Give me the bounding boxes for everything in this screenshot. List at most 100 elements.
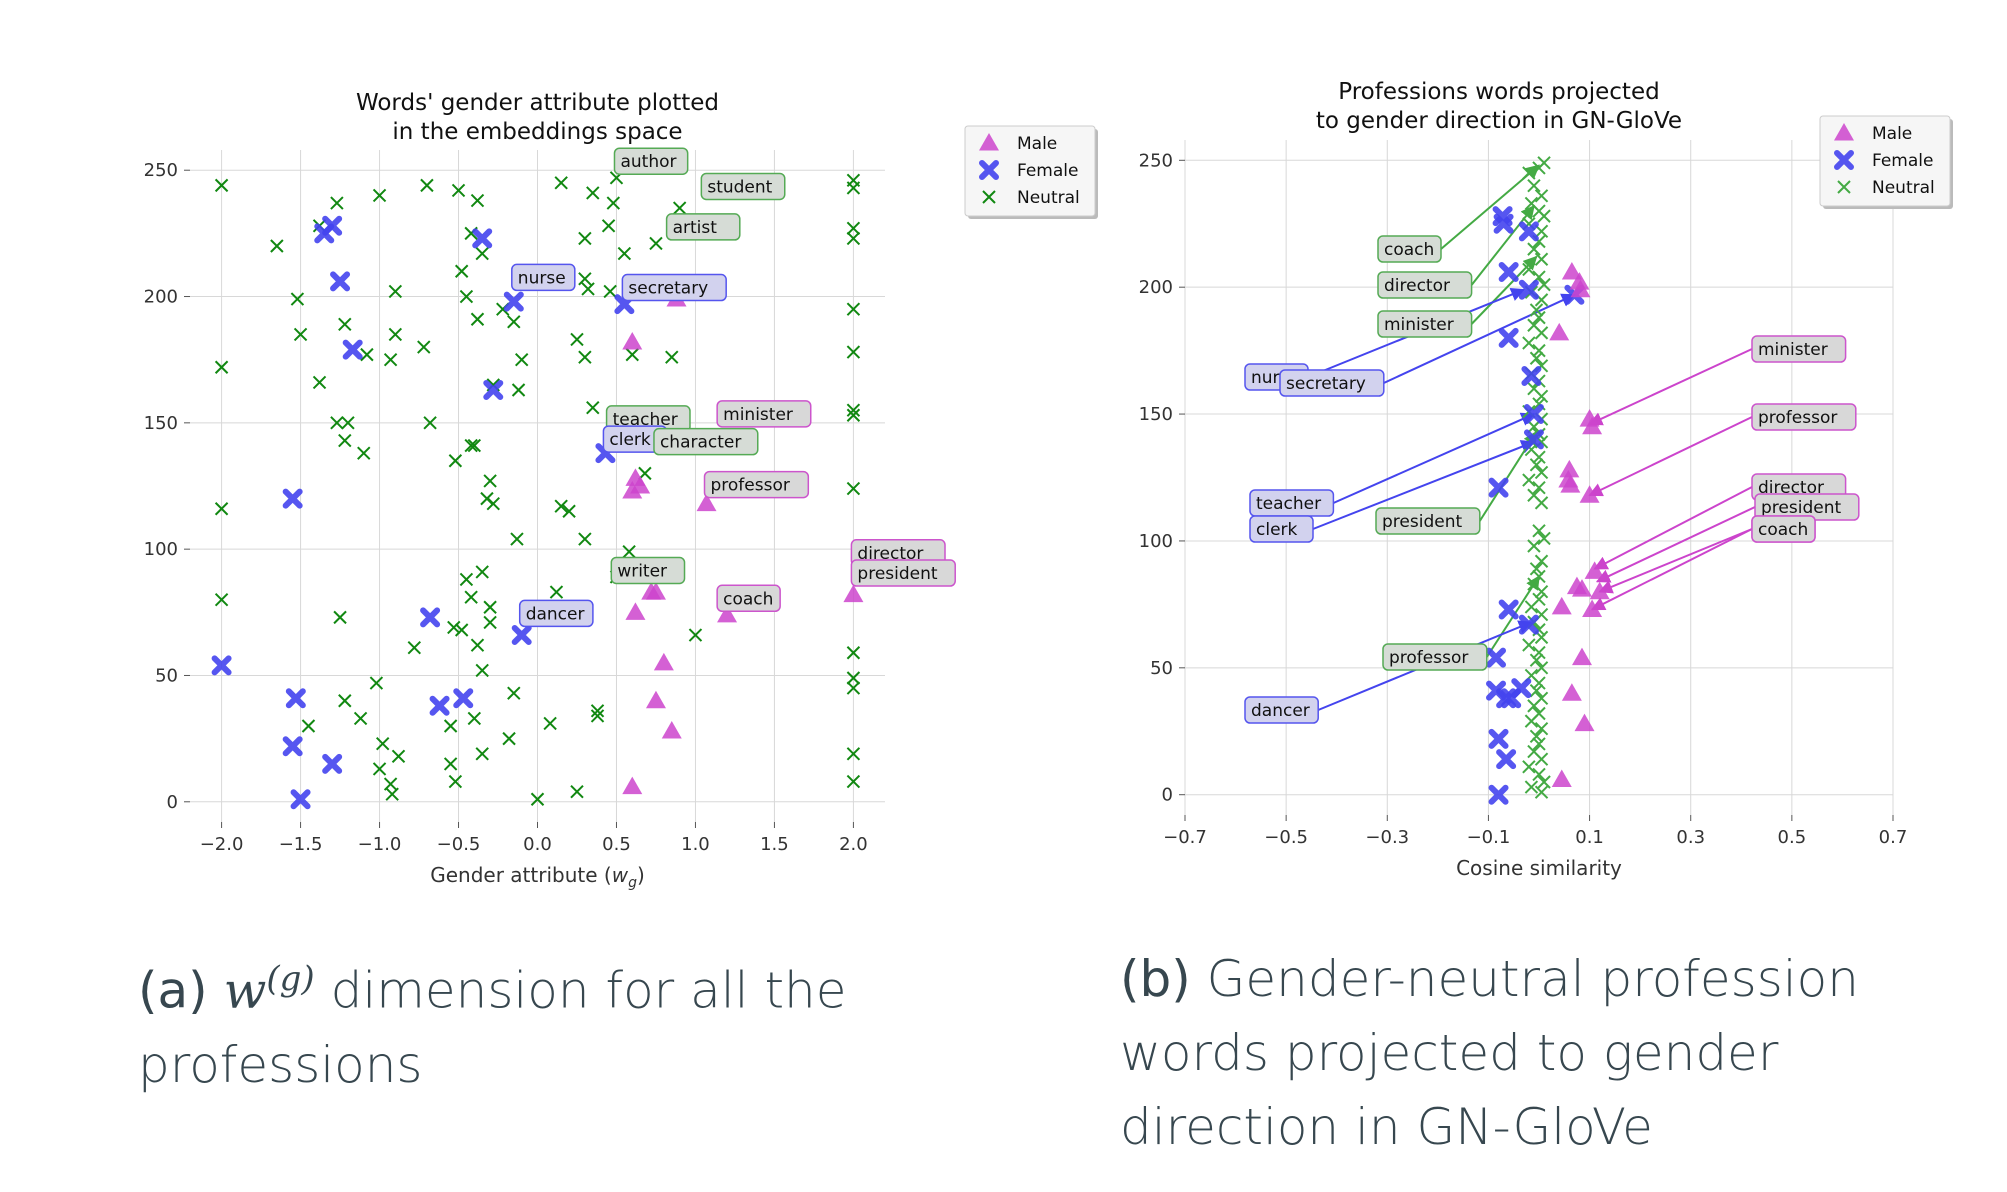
point-b-neutral [1532,645,1546,660]
annotation-a-professor: professor [703,470,810,499]
annotation-a-author-box [613,147,689,175]
annotation-b-professor-text: professor [1758,408,1837,428]
annotation-a-author: author [613,147,689,175]
point-b-neutral [1532,343,1546,358]
legend-b-marker-neutral [1837,180,1851,194]
legend-a-marker-male [979,133,999,151]
point-b-female [1518,279,1539,300]
point-a-neutral [672,201,687,215]
point-a-neutral [360,347,374,362]
point-b-male [1571,647,1592,666]
caption-a: (a) w(g) dimension for all the professio… [138,942,898,1102]
point-b-male [1582,416,1603,435]
point-a-neutral [388,327,403,342]
point-a-neutral [486,496,500,511]
point-a-neutral [483,600,497,614]
chart-a-xlabel: Gender attribute (wg) [430,863,645,891]
caption-a-var: w [223,961,267,1020]
point-a-female [429,695,450,716]
point-a-neutral [454,623,469,637]
point-a-neutral [420,178,434,193]
point-a-neutral [846,747,861,761]
annotation-b-teacher-text: teacher [1256,494,1321,514]
point-a-neutral [483,474,497,488]
point-a-neutral [448,454,463,468]
annotation-a-character-text: character [660,433,741,453]
point-a-neutral [341,416,355,430]
annotation-a-author-text: author [620,152,676,172]
point-a-female [483,380,504,400]
point-b-male [1570,279,1591,298]
annotation-a-writer-box [610,556,686,585]
point-a-neutral [665,350,679,364]
point-a-neutral [464,438,478,453]
point-b-neutral [1522,638,1536,652]
point-b-male [1561,683,1582,701]
point-a-female [511,625,532,646]
point-b-neutral [1527,539,1541,553]
point-b-neutral [1534,389,1549,404]
point-b-neutral [1532,450,1546,464]
point-a-female [472,228,493,249]
point-b-neutral [1527,242,1541,256]
point-a-neutral [448,774,463,789]
legend-a-marker-female [979,160,999,180]
y-tick-label-a: 100 [144,539,178,560]
y-tick-label-b: 0 [1162,785,1173,806]
point-b-neutral [1534,584,1549,599]
point-a-neutral [214,360,229,374]
annotation-b-secretary-box [1279,369,1385,397]
annotation-b-president-text: president [1761,498,1841,518]
annotation-b-dancer-text: dancer [1251,701,1310,721]
point-a-neutral [470,312,485,326]
point-b-neutral [1534,554,1549,568]
point-a-neutral [214,502,229,516]
point-a-neutral [846,302,861,316]
point-a-neutral [514,352,529,367]
point-b-neutral [1534,752,1549,766]
annotation-b-coach-box [1377,235,1442,263]
annotation-arrow-b-president [1595,506,1756,583]
annotation-a-secretary-box [621,273,727,302]
x-tick-label-a: 2.0 [839,834,868,855]
point-b-neutral [1527,699,1541,713]
x-tick-label-b: 0.7 [1879,827,1908,848]
x-tick-label-a: 0.0 [523,834,552,855]
legend-a-label-male: Male [1017,134,1057,154]
point-a-neutral [510,532,524,546]
x-tick-label-a: 0.5 [602,834,631,855]
point-a-neutral [846,181,861,195]
point-a-neutral [383,352,398,367]
point-b-neutral [1522,166,1536,180]
y-tick-label-a: 200 [144,287,178,308]
point-a-neutral [270,239,284,253]
point-b-male [1561,261,1582,280]
annotation-a-clerk: clerk [602,425,668,453]
annotation-a-minister-text: minister [723,405,793,425]
point-a-neutral [570,784,584,799]
point-a-male [843,584,864,603]
caption-a-text-line1: dimension for all the [330,961,847,1020]
x-tick-label-b: −0.1 [1467,827,1511,848]
chart-b-title-line2: to gender direction in GN-GloVe [1316,108,1682,134]
point-b-neutral [1527,178,1541,193]
point-b-male [1589,581,1610,600]
annotation-a-writer-text: writer [617,561,667,581]
legend-a-label-female: Female [1017,161,1078,181]
point-a-neutral [372,188,387,203]
point-b-female [1496,688,1517,709]
point-a-neutral [590,704,605,718]
point-a-female [503,291,524,312]
point-a-neutral [581,282,595,296]
point-a-neutral [586,186,600,200]
point-a-neutral [846,221,861,236]
point-a-neutral [549,585,564,599]
point-a-neutral [554,499,568,513]
point-a-neutral [578,350,592,364]
point-a-neutral [391,749,406,764]
point-b-female [1486,647,1507,668]
point-a-neutral [622,544,636,559]
point-a-neutral [475,747,489,761]
y-tick-label-a: 0 [167,792,178,813]
annotation-b-clerk-box [1249,515,1314,543]
